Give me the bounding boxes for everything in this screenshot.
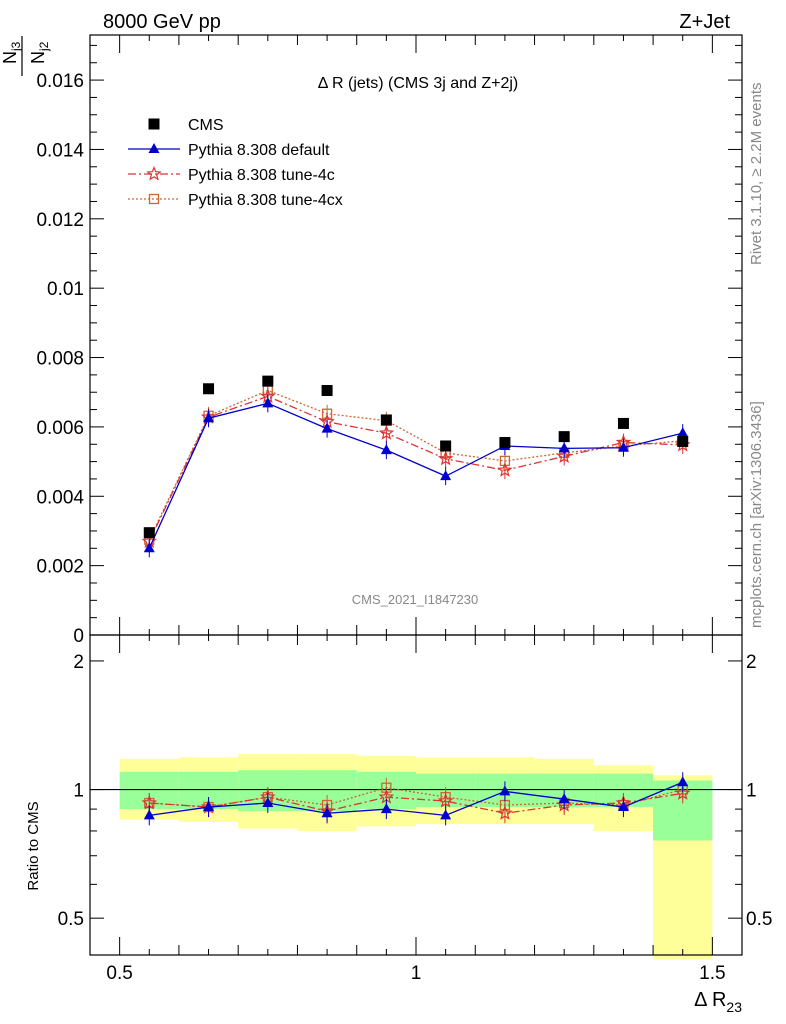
- pythia-8-308-default-point: [677, 427, 689, 438]
- ratio-pythia-8-308-tune-4c-point: [674, 785, 691, 800]
- main-title: Δ R (jets) (CMS 3j and Z+2j): [318, 75, 519, 92]
- main-ytick-label: 0.014: [36, 140, 84, 161]
- main-ylabel: Nj3 Nj2: [0, 36, 51, 76]
- header-right: Z+Jet: [679, 11, 730, 33]
- ratio-pythia-8-308-default-point: [677, 776, 689, 787]
- main-ytick-label: 0: [73, 626, 84, 647]
- ratio-ytick-label-right: 2: [746, 652, 757, 673]
- legend-cms-marker: [148, 118, 160, 130]
- legend-pythia-8-308-tune-4cx-label: Pythia 8.308 tune-4cx: [188, 192, 343, 209]
- ratio-pythia-8-308-default-point: [143, 809, 155, 820]
- x-tick-label: 1: [411, 963, 422, 984]
- mcplots-label: mcplots.cern.ch [arXiv:1306.3436]: [748, 401, 765, 628]
- ratio-pythia-8-308-default-line: [149, 781, 683, 817]
- pythia-8-308-default-line: [148, 402, 683, 549]
- ratio-pythia-8-308-tune-4c-point: [437, 792, 454, 808]
- ratio-pythia-8-308-default-point: [203, 801, 215, 812]
- header-left: 8000 GeV pp: [103, 11, 221, 33]
- ratio-ytick-label-right: 0.5: [746, 909, 772, 930]
- ratio-pythia-8-308-default-point: [380, 803, 392, 814]
- cms-point: [558, 431, 570, 443]
- ratio-pythia-8-308-tune-4c-point: [497, 805, 513, 820]
- ratio-pythia-8-308-default-point: [617, 801, 629, 812]
- pythia-8-308-default-point: [617, 441, 629, 452]
- pythia-8-308-tune-4cx-line: [148, 389, 683, 540]
- pythia-8-308-default-point: [143, 542, 155, 553]
- legend-pythia-8-308-tune-4c-marker: [146, 165, 162, 181]
- main-ytick-label: 0.008: [36, 349, 84, 370]
- cms-point: [617, 417, 629, 429]
- main-ytick-label: 0.01: [47, 279, 84, 300]
- ratio-ytick-label: 2: [73, 652, 84, 673]
- pythia-8-308-tune-4c-line: [148, 395, 683, 542]
- ratio-ylabel: Ratio to CMS: [25, 801, 42, 890]
- legend: CMS Pythia 8.308 default Pythia 8.308 tune…: [128, 117, 343, 209]
- rivet-label: Rivet 3.1.10, ≥ 2.2M events: [748, 83, 765, 266]
- cms-point: [380, 414, 392, 426]
- ratio-ytick-label: 0.5: [58, 909, 84, 930]
- x-tick-label: 1.5: [699, 963, 725, 984]
- pythia-8-308-tune-4c-point: [556, 448, 572, 463]
- legend-pythia-8-308-tune-4cx-marker: [148, 193, 160, 205]
- x-tick-label: 0.5: [106, 963, 132, 984]
- x-axis-label: Δ R23: [694, 989, 742, 1015]
- cms-point: [321, 384, 333, 396]
- main-ytick-label: 0.002: [36, 557, 84, 578]
- main-ytick-label: 0.016: [36, 71, 84, 92]
- cms-point: [262, 375, 274, 387]
- ratio-pythia-8-308-default-point: [262, 797, 274, 808]
- ratio-ytick-label-right: 1: [746, 781, 757, 802]
- main-ytick-label: 0.004: [36, 487, 84, 508]
- ratio-pythia-8-308-default-point: [499, 785, 511, 796]
- legend-pythia-8-308-tune-4c-label: Pythia 8.308 tune-4c: [188, 167, 335, 184]
- pythia-8-308-tune-4c-point: [437, 450, 454, 466]
- cms-point: [143, 527, 155, 539]
- pythia-8-308-default-point: [440, 470, 452, 481]
- ratio-ytick-label: 1: [73, 781, 84, 802]
- pythia-8-308-default-point: [558, 442, 570, 453]
- main-panel: 0 0.002 0.004 0.006 0.008 0.01 0.012 0.014 0.016: [36, 34, 743, 647]
- main-ylabel-num: Nj3: [0, 41, 23, 64]
- ratio-panel: 0.5 1 1.5 0.5 0.5 1 1 2 2: [58, 634, 772, 984]
- watermark: CMS_2021_I1847230: [352, 592, 479, 607]
- ratio-pythia-8-308-tune-4c-line: [149, 792, 683, 814]
- cms-point: [499, 437, 511, 449]
- ratio-pythia-8-308-default-point: [440, 809, 452, 820]
- main-ytick-label: 0.006: [36, 418, 84, 439]
- pythia-8-308-default-point: [380, 444, 392, 455]
- pythia-8-308-default-point: [203, 412, 215, 423]
- cms-point: [440, 440, 452, 452]
- main-ytick-label: 0.012: [36, 210, 84, 231]
- pythia-8-308-default-point: [262, 397, 274, 408]
- legend-pythia-8-308-default-marker: [148, 143, 160, 153]
- ratio-pythia-8-308-default-point: [558, 793, 570, 804]
- legend-cms-label: CMS: [188, 117, 224, 134]
- cms-point: [677, 435, 689, 447]
- legend-pythia-8-308-default-label: Pythia 8.308 default: [188, 142, 330, 159]
- pythia-8-308-tune-4c-point: [497, 462, 513, 477]
- pythia-8-308-default-point: [321, 422, 333, 433]
- main-ylabel-den: Nj2: [28, 41, 51, 64]
- ratio-pythia-8-308-default-point: [321, 807, 333, 818]
- cms-point: [203, 383, 215, 395]
- pythia-8-308-tune-4c-point: [378, 424, 395, 440]
